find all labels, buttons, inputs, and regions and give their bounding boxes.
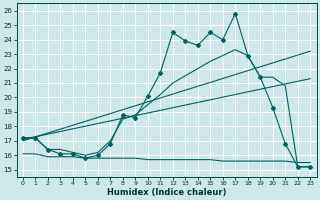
X-axis label: Humidex (Indice chaleur): Humidex (Indice chaleur): [107, 188, 226, 197]
